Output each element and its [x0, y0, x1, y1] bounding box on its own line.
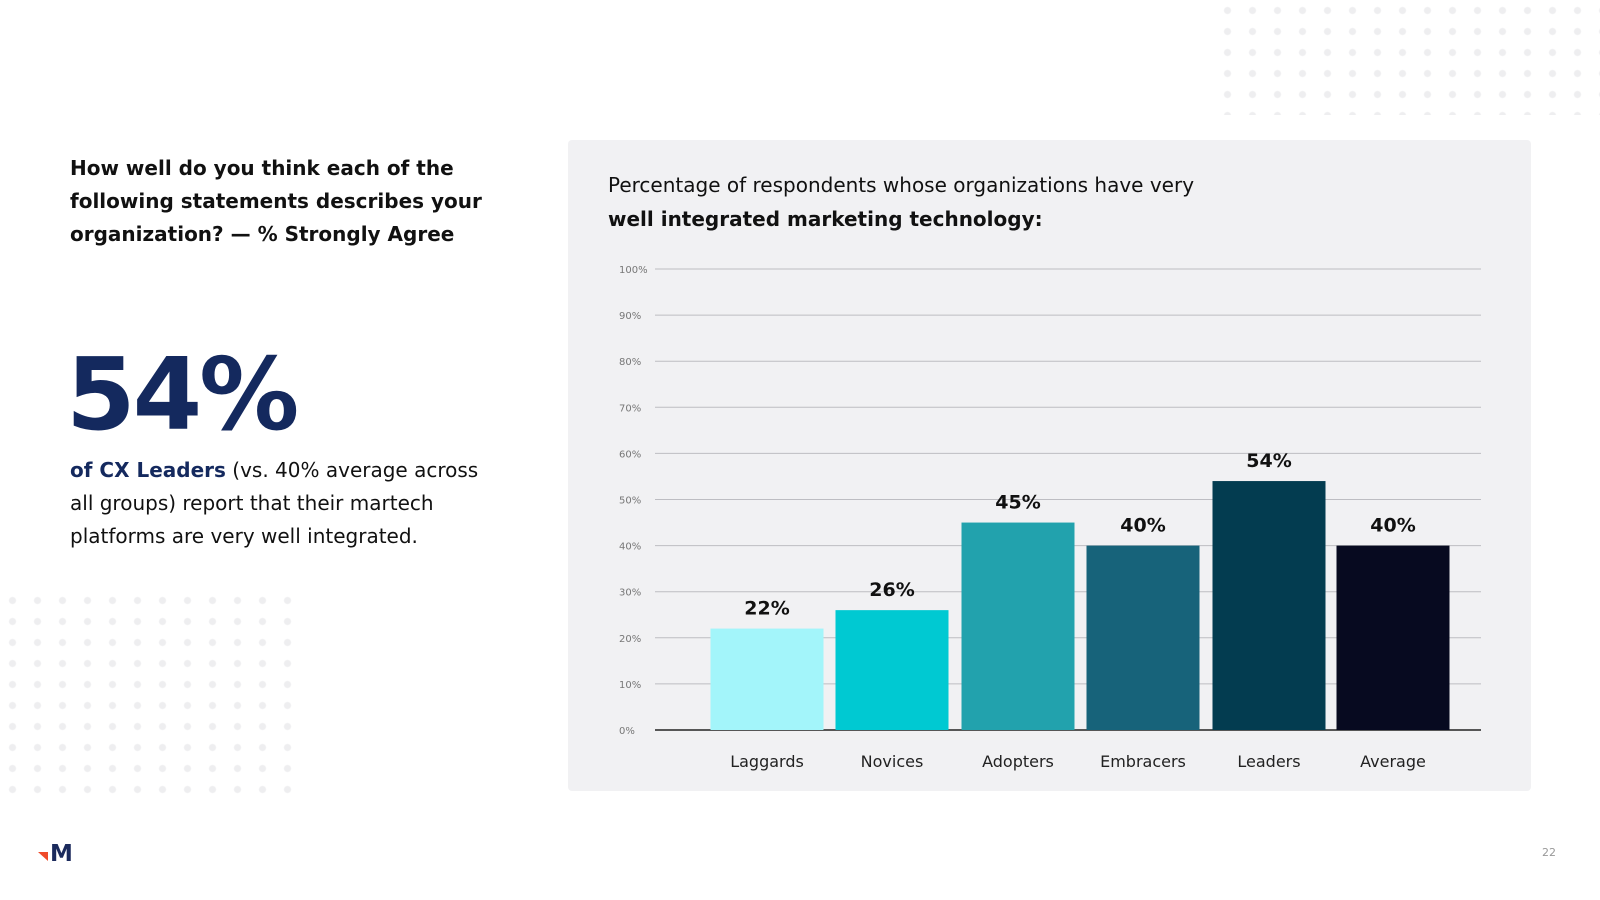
- stat-rest: (vs. 40% average across all groups) repo…: [70, 458, 479, 548]
- y-tick-label: 0%: [619, 726, 635, 737]
- x-tick-label: Leaders: [1237, 752, 1300, 771]
- logo-icon: M: [38, 841, 73, 867]
- stat-description: of CX Leaders (vs. 40% average across al…: [70, 454, 490, 553]
- data-label: 22%: [744, 598, 789, 620]
- logo: M: [38, 841, 78, 870]
- bar-adopters: [961, 522, 1075, 730]
- bar-leaders: [1212, 481, 1326, 730]
- x-tick-label: Average: [1360, 752, 1426, 771]
- x-tick-label: Laggards: [730, 752, 804, 771]
- y-tick-label: 100%: [619, 265, 648, 276]
- y-tick-label: 90%: [619, 311, 641, 322]
- bar-average: [1336, 545, 1450, 730]
- svg-text:M: M: [50, 842, 73, 866]
- x-tick-label: Novices: [861, 752, 924, 771]
- bar-novices: [835, 610, 949, 730]
- y-tick-label: 50%: [619, 496, 641, 507]
- y-tick-label: 60%: [619, 449, 641, 460]
- data-label: 45%: [995, 492, 1040, 514]
- bar-laggards: [710, 628, 824, 730]
- chart-title-line1: Percentage of respondents whose organiza…: [608, 173, 1195, 197]
- big-stat: 54%: [66, 336, 299, 453]
- y-tick-label: 10%: [619, 680, 641, 691]
- y-tick-label: 80%: [619, 357, 641, 368]
- decorative-pattern-left: [0, 590, 300, 795]
- decorative-pattern-top: [1215, 0, 1600, 115]
- data-label: 54%: [1246, 450, 1291, 472]
- chart-title: Percentage of respondents whose organiza…: [608, 168, 1194, 236]
- bar-embracers: [1086, 545, 1200, 730]
- x-tick-label: Embracers: [1100, 752, 1186, 771]
- y-tick-label: 20%: [619, 634, 641, 645]
- x-tick-label: Adopters: [982, 752, 1054, 771]
- data-label: 40%: [1120, 515, 1165, 537]
- y-tick-label: 70%: [619, 403, 641, 414]
- stat-bold: of CX Leaders: [70, 458, 226, 482]
- y-tick-label: 40%: [619, 542, 641, 553]
- data-label: 40%: [1370, 515, 1415, 537]
- page-number: 22: [1542, 846, 1556, 859]
- survey-question: How well do you think each of the follow…: [70, 156, 482, 246]
- data-label: 26%: [869, 579, 914, 601]
- chart-title-line2: well integrated marketing technology:: [608, 207, 1043, 231]
- y-tick-label: 30%: [619, 588, 641, 599]
